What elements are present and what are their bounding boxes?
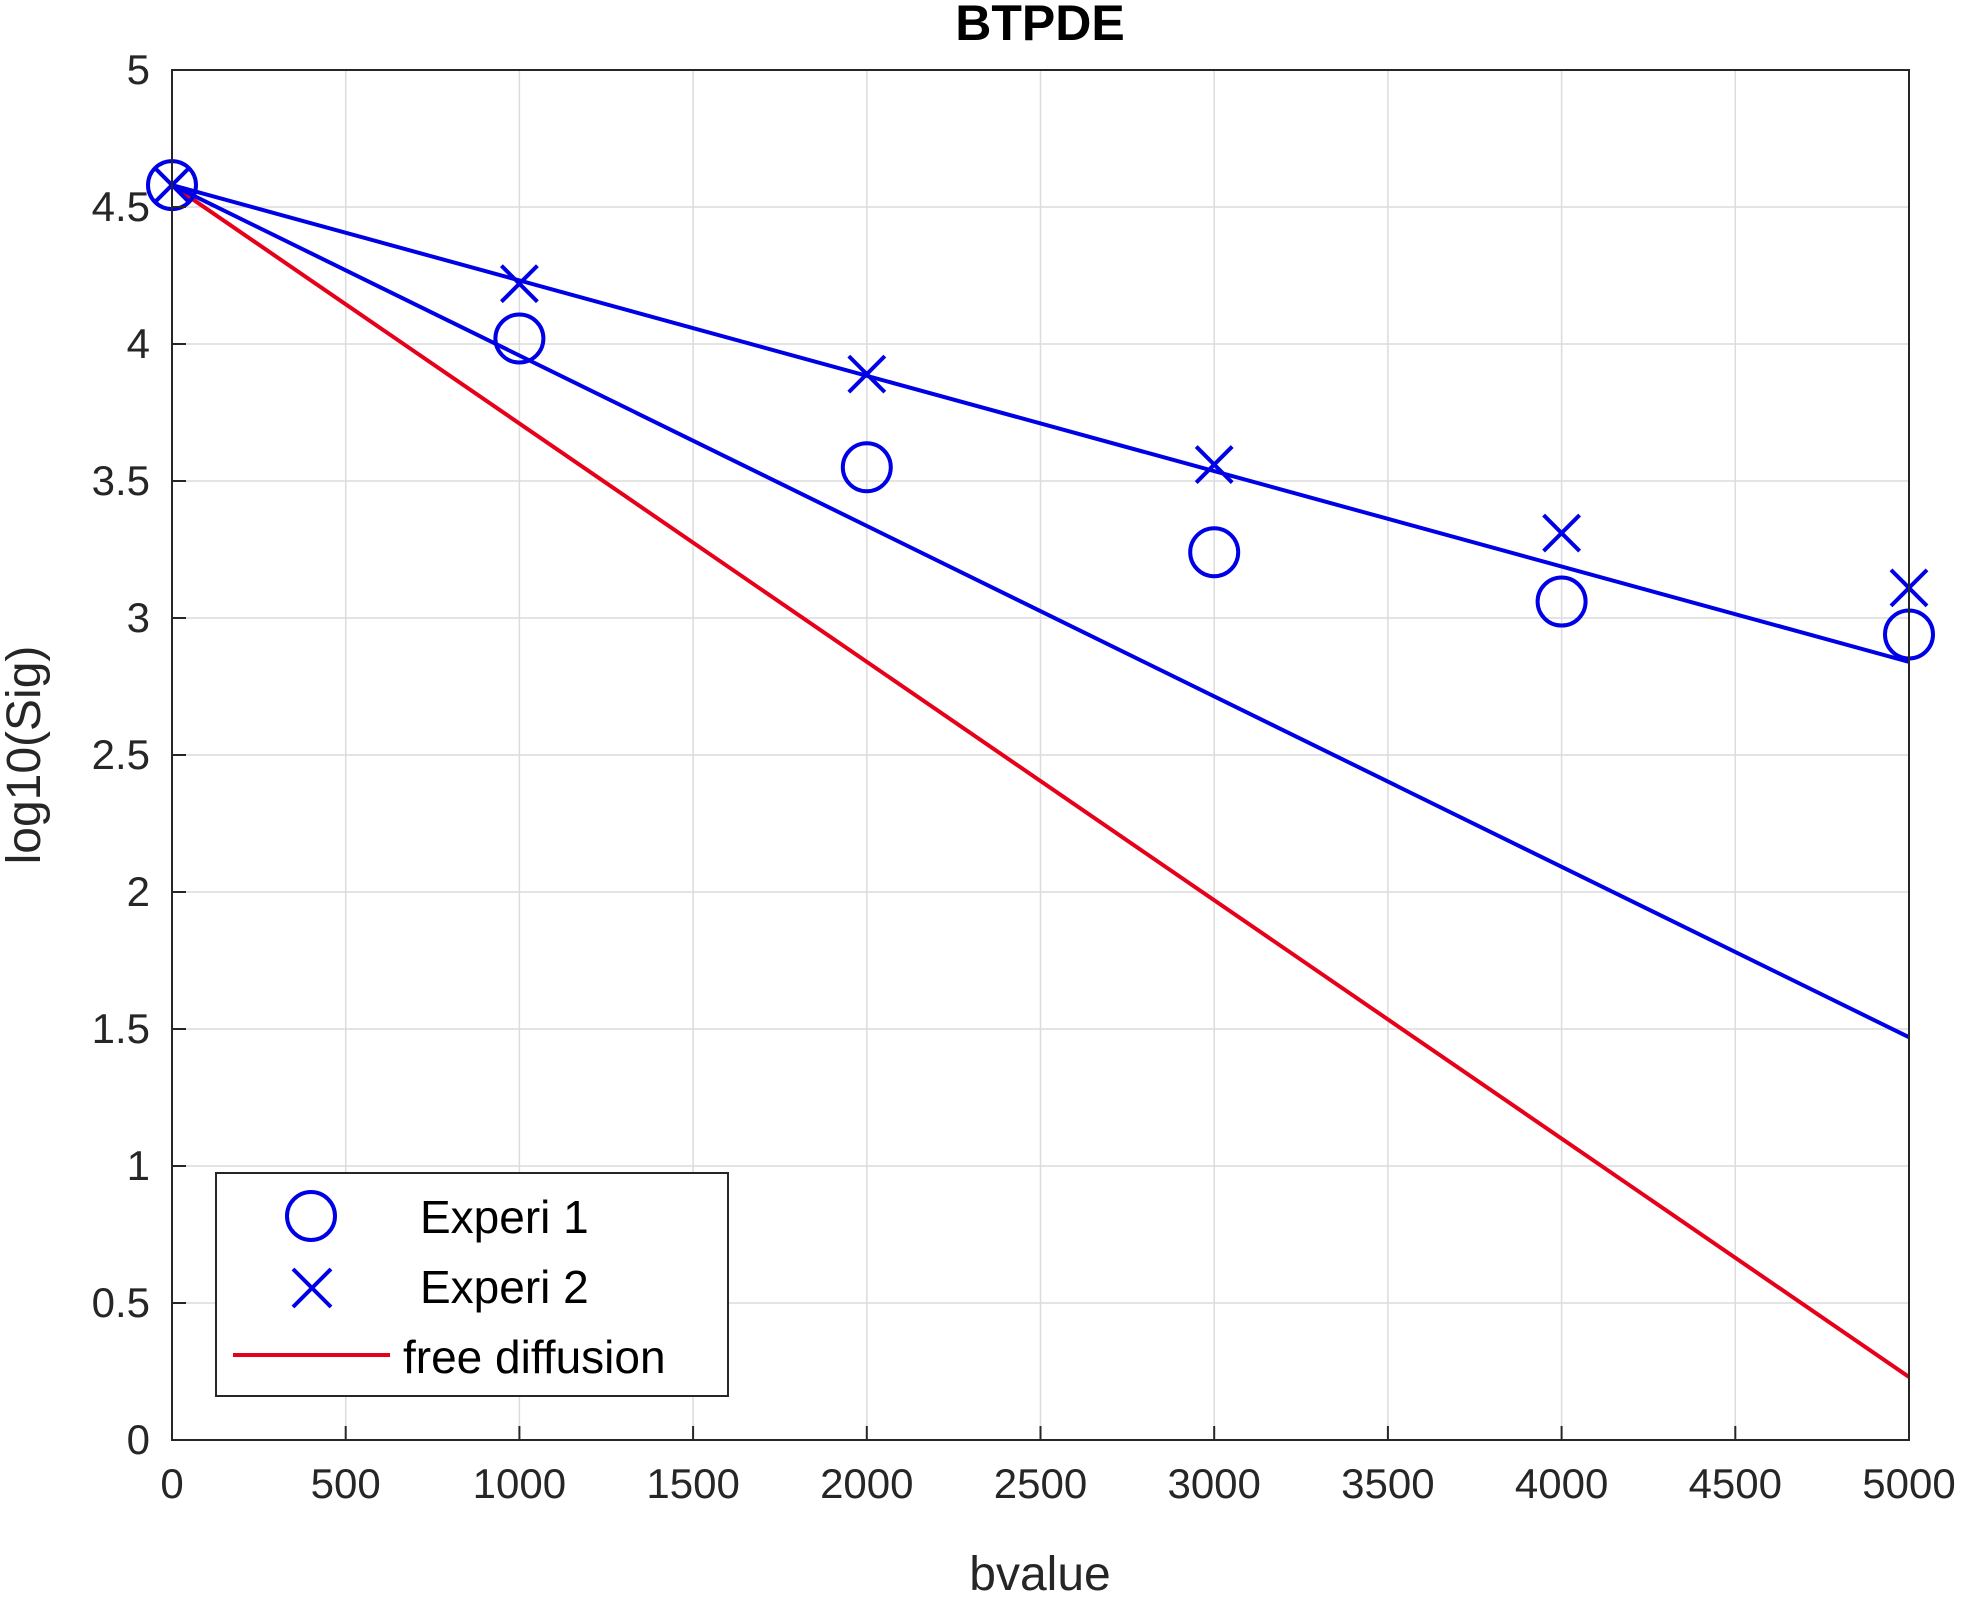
x-tick-label: 1000 xyxy=(473,1460,566,1507)
legend-box xyxy=(215,1172,729,1397)
x-tick-label: 4500 xyxy=(1689,1460,1782,1507)
y-tick-label: 4.5 xyxy=(92,183,150,230)
fit-line-2 xyxy=(171,183,1910,664)
data-point-experi-1 xyxy=(1188,526,1241,579)
data-point-experi-2 xyxy=(1194,445,1234,484)
y-tick-label: 3.5 xyxy=(92,457,150,504)
data-point-experi-1 xyxy=(840,441,893,494)
y-tick-label: 2.5 xyxy=(92,731,150,778)
x-axis-label: bvalue xyxy=(969,1548,1110,1597)
x-tick-label: 0 xyxy=(160,1460,183,1507)
y-tick-label: 0.5 xyxy=(92,1279,150,1326)
data-point-experi-2 xyxy=(1542,513,1582,553)
y-tick-label: 5 xyxy=(127,46,150,93)
y-tick-label: 0 xyxy=(127,1416,150,1463)
chart-title: BTPDE xyxy=(955,0,1124,51)
legend-label-free-diffusion: free diffusion xyxy=(403,1331,666,1383)
x-tick-label: 2000 xyxy=(820,1460,913,1507)
y-tick-label: 2 xyxy=(127,868,150,915)
data-point-experi-1 xyxy=(493,312,546,365)
legend-label-experi-2: Experi 2 xyxy=(420,1261,589,1313)
x-tick-label: 3000 xyxy=(1167,1460,1260,1507)
x-tick-label: 5000 xyxy=(1862,1460,1955,1507)
y-tick-label: 3 xyxy=(127,594,150,641)
data-point-experi-2 xyxy=(499,264,539,304)
legend-label-experi-1: Experi 1 xyxy=(420,1191,589,1243)
plot-area xyxy=(146,159,1935,1379)
x-tick-label: 4000 xyxy=(1515,1460,1608,1507)
legend-marker-x xyxy=(291,1267,333,1309)
y-tick-label: 1 xyxy=(127,1142,150,1189)
fit-line-1 xyxy=(171,183,1910,1040)
x-tick-label: 3500 xyxy=(1341,1460,1434,1507)
axes: 0 500 1000 1500 2000 2500 3000 3500 4000 4500 5000… xyxy=(92,46,1956,1507)
y-tick-label: 4 xyxy=(127,320,150,367)
legend: Experi 1 Experi 2 free diffusion xyxy=(215,1172,729,1397)
y-axis-label: log10(Sig) xyxy=(0,646,51,865)
x-tick-label: 500 xyxy=(311,1460,381,1507)
series-line-free-diffusion xyxy=(170,183,1911,1379)
data-point-experi-2 xyxy=(847,354,887,394)
legend-marker-circle xyxy=(285,1190,337,1242)
data-point-experi-1 xyxy=(1535,575,1588,628)
x-tick-label: 1500 xyxy=(646,1460,739,1507)
x-tick-label: 2500 xyxy=(994,1460,1087,1507)
y-tick-label: 1.5 xyxy=(92,1005,150,1052)
